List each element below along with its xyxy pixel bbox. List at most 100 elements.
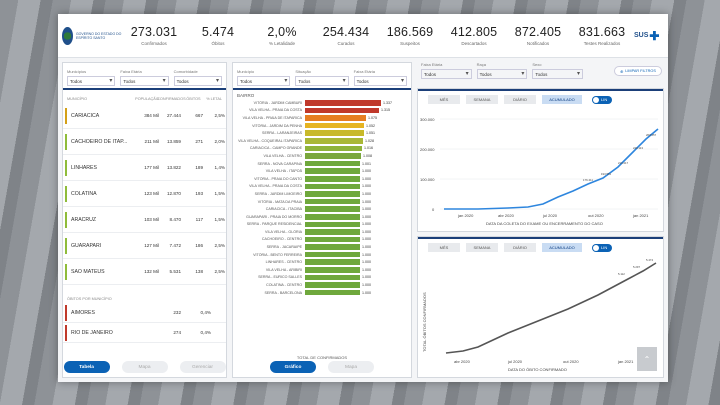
gerenciar-button[interactable]: Gerenciar [179,361,226,373]
bar[interactable] [305,107,379,114]
bar-label: VITÓRIA - PRAIA DO CANTO [254,176,302,181]
bar-row[interactable]: VITÓRIA - MATA DA PRAIA 1.000 [233,198,411,206]
bar-row[interactable]: SERRA - PARQUE RESIDENCIAL 1.000 [233,221,411,229]
table-row[interactable]: RIO DE JANEIRO 274 0,4% [63,323,226,343]
bar[interactable] [305,183,360,190]
bar[interactable] [305,115,366,121]
bar-row[interactable]: VITÓRIA - JARDIM CAMBURI 1.337 [233,99,411,107]
table-row[interactable]: AIMORES 232 0,4% [63,303,226,323]
lin-switch[interactable]: LIN [592,95,612,104]
bar[interactable] [305,100,381,106]
bar[interactable] [305,122,364,129]
bar-row[interactable]: GUARAPARI - PRAIA DO MORRO 1.000 [233,213,411,221]
table-row[interactable]: CARIACICA 384 Mil 27.444 667 2,5% [63,103,226,129]
bar[interactable] [305,213,360,220]
bar[interactable] [305,244,360,250]
toggle-diario-2[interactable]: DIÁRIO [504,243,536,252]
bar-label: VILA VELHA - COQUEIRAL ITAPARICA [238,138,302,143]
navy-divider [63,88,226,90]
mapa-button-2[interactable]: Mapa [328,361,374,373]
table-row[interactable]: COLATINA 123 Mil 12.870 193 1,5% [63,181,226,207]
table-row[interactable]: GUARAPARI 127 Mil 7.472 186 2,5% [63,233,226,259]
bar-value: 1.000 [362,252,371,257]
bar-row[interactable]: VITÓRIA - PRAIA DO CANTO 1.000 [233,175,411,183]
bar-row[interactable]: VITÓRIA - BENTO FERREIRA 1.000 [233,251,411,259]
bar-row[interactable]: SERRA - NOVA CARAPINA 1.001 [233,160,411,168]
bar-row[interactable]: VILA VELHA - ITAPOÃ 1.000 [233,167,411,175]
bar[interactable] [305,267,360,273]
bar[interactable] [305,221,360,228]
bar[interactable] [305,282,360,288]
lin-switch-2[interactable]: LIN [592,243,612,252]
filter-comorbidade[interactable]: Comorbidade Todos [173,69,222,86]
grafico-button[interactable]: Gráfico [270,361,316,373]
bar-row[interactable]: VILA VELHA - GLÓRIA 1.000 [233,228,411,236]
row-color-indicator [65,324,67,341]
bar[interactable] [305,191,360,197]
toggle-semana-2[interactable]: SEMANA [466,243,498,252]
filter-sexo[interactable]: Sexo Todos [532,62,584,79]
y-tick: 100.000 [420,177,435,182]
filter-faixa-etaria-2[interactable]: Faixa Etária Todos [353,69,407,86]
bar[interactable] [305,198,360,205]
kpi-suspeitos: 186.569 Suspeitos [386,25,434,46]
tabela-button[interactable]: Tabela [63,361,110,373]
bar-row[interactable]: CACHOEIRO - CENTRO 1.000 [233,236,411,244]
table-row[interactable]: SAO MATEUS 132 Mil 5.531 138 2,5% [63,259,226,285]
bar-row[interactable]: VILA VELHA - PRAIA DA COSTA 1.000 [233,183,411,191]
bar-row[interactable]: VILA VELHA - ARIBIRI 1.000 [233,266,411,274]
toggle-acumulado-2[interactable]: ACUMULADO [542,243,582,252]
bar-row[interactable]: SERRA - JACARAIPE 1.000 [233,243,411,251]
filter-municipios[interactable]: Municípios Todos [67,69,116,86]
bar[interactable] [305,274,360,281]
bar[interactable] [305,229,360,235]
bar-row[interactable]: VILA VELHA - COQUEIRAL ITAPARICA 1.028 [233,137,411,145]
table-row[interactable]: CACHOEIRO DE ITAP... 211 Mil 13.859 271 … [63,129,226,155]
period-toggle-top: MÊS SEMANA DIÁRIO ACUMULADO LIN [418,89,663,104]
toggle-mes-2[interactable]: MÊS [428,243,460,252]
bar[interactable] [305,289,360,296]
bar[interactable] [305,251,360,258]
bar[interactable] [305,175,360,182]
toggle-diario[interactable]: DIÁRIO [504,95,536,104]
bar-row[interactable]: VILA VELHA - PRAIA DA COSTA 1.315 [233,107,411,115]
filter-municipio[interactable]: Município Todos [237,69,291,86]
bar[interactable] [305,137,363,144]
toggle-acumulado[interactable]: ACUMULADO [542,95,582,104]
bar-value: 1.337 [383,100,392,105]
mapa-button[interactable]: Mapa [121,361,168,373]
bar-row[interactable]: SERRA - LARANJEIRAS 1.051 [233,129,411,137]
clear-filters-button[interactable]: ⊕ LIMPAR FILTROS [614,66,662,76]
scroll-top-button[interactable]: ⌃ [637,347,657,371]
filter-faixa-etaria-3[interactable]: Faixa Etária Todos [421,62,472,79]
deaths-cell: 274 [173,330,181,335]
bar[interactable] [305,130,364,136]
bar-row[interactable]: VILA VELHA - CENTRO 1.008 [233,152,411,160]
navy-divider [233,88,411,90]
x-axis-title: DATA DA COLETA DO EXAME OU ENCERRAMENTO … [486,221,603,226]
bar-row[interactable]: SERRA - BARCELONA 1.000 [233,289,411,297]
bar-row[interactable]: SERRA - JARDIM LIMOEIRO 1.000 [233,190,411,198]
bar-row[interactable]: VILA VELHA - PRAIA DE ITAPARICA 1.075 [233,114,411,122]
table-row[interactable]: LINHARES 177 Mil 13.822 189 1,4% [63,155,226,181]
filter-faixa-etaria[interactable]: Faixa Etária Todos [120,69,169,86]
bar[interactable] [305,160,360,167]
bar-row[interactable]: LINHARES - CENTRO 1.000 [233,258,411,266]
table-row[interactable]: ARACRUZ 103 Mil 8.470 117 1,5% [63,207,226,233]
filter-raca[interactable]: Raça Todos [476,62,528,79]
bar[interactable] [305,145,362,152]
toggle-semana[interactable]: SEMANA [466,95,498,104]
bar[interactable] [305,236,360,243]
kpi-notificados: 872.405 Notificados [514,25,562,46]
toggle-mes[interactable]: MÊS [428,95,460,104]
bar[interactable] [305,168,360,174]
filter-situacao[interactable]: Situação Todos [295,69,349,86]
bar-row[interactable]: COLATINA - CENTRO 1.000 [233,281,411,289]
bar-row[interactable]: CARIACICA - CAMPO GRANDE 1.016 [233,145,411,153]
bar-row[interactable]: SERRA - EURICO SALLES 1.000 [233,274,411,282]
bar[interactable] [305,153,361,159]
bar[interactable] [305,259,360,266]
bar[interactable] [305,206,360,212]
bar-row[interactable]: CARIACICA - ITACIBÁ 1.000 [233,205,411,213]
bar-row[interactable]: VITÓRIA - JARDIM DA PENHA 1.052 [233,122,411,130]
